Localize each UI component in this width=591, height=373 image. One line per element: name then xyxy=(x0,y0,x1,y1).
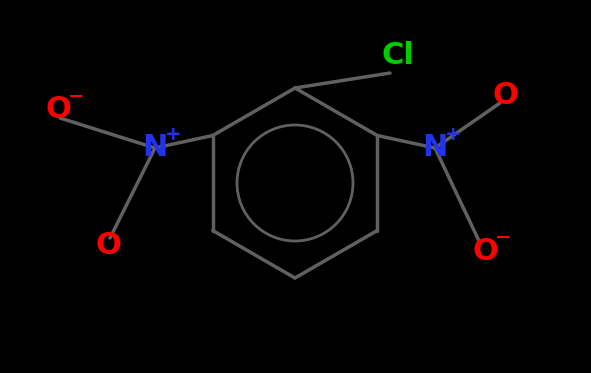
Text: O: O xyxy=(45,95,71,125)
Text: O: O xyxy=(492,81,518,110)
Text: Cl: Cl xyxy=(382,41,414,69)
Text: +: + xyxy=(165,125,181,144)
Text: +: + xyxy=(445,125,461,144)
Text: N: N xyxy=(423,134,448,163)
Text: O: O xyxy=(472,236,498,266)
Text: N: N xyxy=(142,134,168,163)
Text: O: O xyxy=(95,232,121,260)
Text: −: − xyxy=(495,228,511,247)
Text: −: − xyxy=(68,87,84,106)
